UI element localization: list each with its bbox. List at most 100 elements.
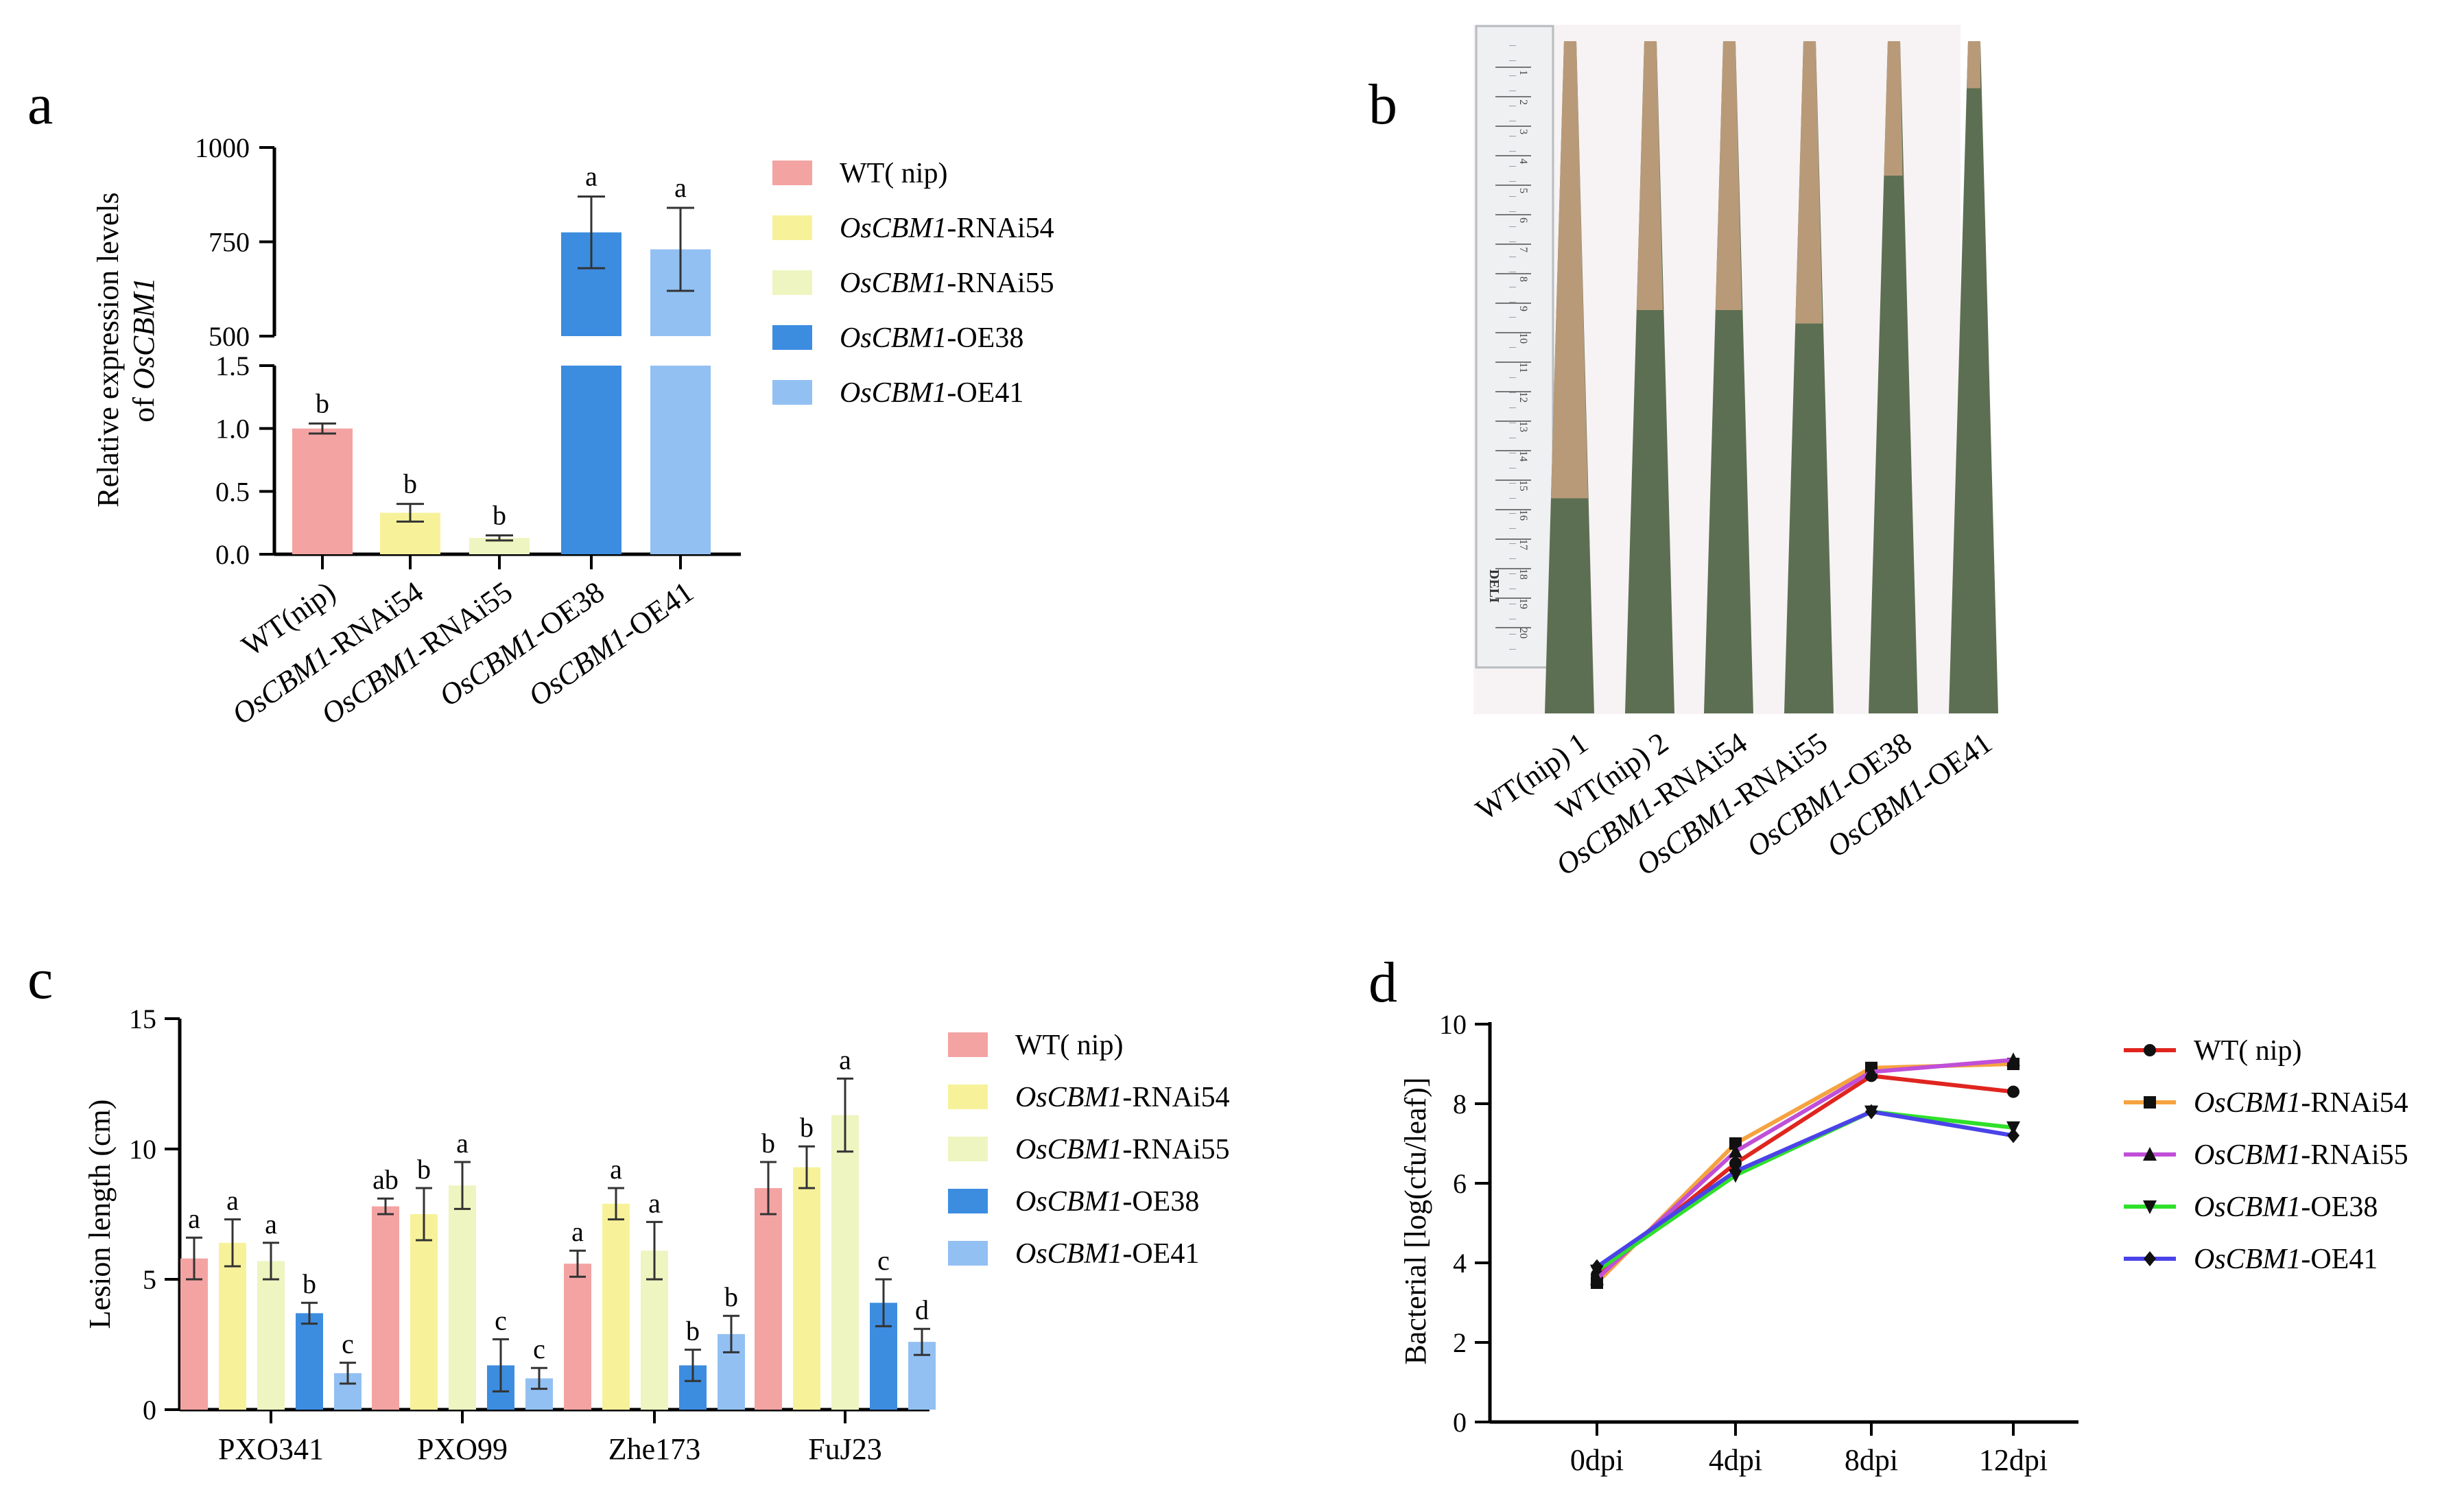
chart-c-ylabel: Lesion length (cm): [83, 1100, 117, 1329]
c-legend-label-2-plain: -RNAi55: [1122, 1134, 1229, 1165]
d-point-2-2: [1864, 1064, 1878, 1078]
d-legend-marker-0: [2144, 1044, 2156, 1056]
c-group-label-0: PXO341: [218, 1432, 324, 1466]
ruler-number-17: 18: [1517, 569, 1529, 580]
ruler-number-2: 3: [1517, 129, 1529, 134]
ruler-number-6: 7: [1517, 247, 1529, 252]
c-sig-letter-1-3: c: [495, 1305, 507, 1336]
d-xtick-label-2: 8dpi: [1845, 1443, 1898, 1477]
d-xtick-label-0: 0dpi: [1570, 1443, 1624, 1477]
d-legend-marker-3: [2143, 1200, 2157, 1214]
a-legend-swatch-3: [772, 325, 812, 350]
a-legend-label-2-plain: -RNAi55: [947, 268, 1054, 299]
a-legend-label-2-italic: OsCBM1: [840, 268, 947, 299]
leaf-4: [1869, 41, 1918, 713]
c-sig-letter-2-3: b: [686, 1316, 700, 1347]
a-legend-label-1-plain: -RNAi54: [947, 213, 1054, 244]
ruler-number-15: 16: [1517, 510, 1529, 521]
ruler-number-16: 17: [1517, 539, 1529, 550]
c-legend-swatch-4: [948, 1241, 988, 1266]
chart-c-x-labels: PXO341 PXO99 Zhe173 FuJ23: [218, 1432, 882, 1466]
c-legend-swatch-1: [948, 1085, 988, 1109]
c-legend-swatch-3: [948, 1189, 988, 1213]
chart-d-legend: WT( nip)OsCBM1-RNAi54OsCBM1-RNAi55OsCBM1…: [2124, 1035, 2408, 1275]
d-ytick-label-3: 6: [1453, 1168, 1467, 1199]
leaf-lesion-5: [1967, 41, 1980, 88]
c-ytick-label-3: 15: [129, 1004, 156, 1034]
c-ytick-label-1: 5: [143, 1264, 156, 1295]
c-sig-letter-1-2: a: [456, 1128, 469, 1159]
c-legend-label-4-plain: -OE41: [1122, 1238, 1199, 1270]
panel-label-c: c: [27, 947, 53, 1011]
a-legend-label-4-italic: OsCBM1: [840, 377, 947, 409]
d-point-2-1: [1729, 1143, 1742, 1158]
c-bar-2-1: [602, 1203, 630, 1410]
d-point-0-1: [1729, 1157, 1742, 1170]
a-ytick-label-low-2: 1.0: [215, 414, 250, 445]
c-sig-letter-0-4: c: [342, 1329, 354, 1360]
d-legend-marker-2: [2143, 1147, 2157, 1161]
leaf-lesion-0: [1550, 41, 1589, 499]
c-bar-1-1: [410, 1214, 438, 1410]
d-legend-label-0-plain: WT( nip): [2194, 1035, 2301, 1067]
ruler-number-5: 6: [1517, 217, 1529, 223]
c-sig-letter-3-3: c: [877, 1245, 890, 1276]
panel-label-a: a: [27, 73, 53, 137]
leaf-label-5-plain: -OE41: [1913, 726, 1998, 799]
a-bar-0: [292, 428, 353, 554]
d-legend-label-3-italic: OsCBM1: [2194, 1192, 2301, 1223]
a-legend-label-4-plain: -OE41: [947, 377, 1023, 409]
c-legend-label-3-italic: OsCBM1: [1015, 1186, 1122, 1218]
a-legend-swatch-1: [772, 215, 812, 240]
d-legend-label-2-plain: -RNAi55: [2301, 1139, 2408, 1171]
d-legend-label-4-plain: -OE41: [2301, 1244, 2378, 1275]
c-legend-label-4-italic: OsCBM1: [1015, 1238, 1122, 1270]
panel-label-d: d: [1369, 951, 1397, 1015]
a-sig-letter-0: b: [316, 388, 329, 418]
d-series-line-3: [1596, 1109, 2014, 1273]
d-legend-label-3-plain: -OE38: [2301, 1192, 2378, 1223]
c-group-label-1: PXO99: [417, 1432, 508, 1466]
d-point-4-0: [1591, 1259, 1603, 1275]
chart-d-ylabel: Bacterial [log(cfu/leaf)]: [1399, 1078, 1432, 1365]
leaf-1: [1625, 41, 1674, 713]
leaf-labels: WT(nip) 1WT(nip) 2OsCBM1-RNAi54OsCBM1-RN…: [1470, 726, 1998, 882]
a-sig-letter-1: b: [403, 469, 417, 499]
chart-c-y-ticks: 0 5 10 15: [129, 1004, 846, 1425]
c-bar-0-3: [296, 1313, 323, 1410]
a-ytick-label-up-0: 500: [209, 321, 250, 352]
ruler-number-10: 11: [1517, 362, 1529, 372]
chart-d-series: [1590, 1052, 2020, 1289]
a-ytick-label-up-2: 1000: [195, 132, 250, 163]
c-bar-2-0: [564, 1264, 591, 1410]
a-legend-swatch-2: [772, 270, 812, 295]
c-legend-label-0-plain: WT( nip): [1015, 1030, 1123, 1061]
d-legend-label-4-italic: OsCBM1: [2194, 1244, 2301, 1275]
c-bar-3-0: [755, 1188, 782, 1410]
c-legend-label-2-italic: OsCBM1: [1015, 1134, 1122, 1165]
d-point-0-3: [2007, 1085, 2019, 1098]
d-xtick-label-3: 12dpi: [1979, 1443, 2048, 1477]
d-point-4-2: [1865, 1104, 1877, 1119]
d-legend-label-1: OsCBM1-RNAi54: [2194, 1087, 2408, 1119]
c-bar-0-1: [219, 1242, 246, 1410]
c-bar-0-0: [180, 1258, 208, 1410]
d-xtick-label-1: 4dpi: [1709, 1443, 1762, 1477]
d-legend-label-2: OsCBM1-RNAi55: [2194, 1139, 2408, 1171]
c-sig-letter-0-1: a: [226, 1185, 239, 1216]
c-group-label-3: FuJ23: [808, 1432, 882, 1466]
a-sig-letter-4: a: [674, 172, 687, 203]
c-bar-1-2: [449, 1185, 476, 1410]
ruler-number-18: 19: [1517, 598, 1529, 609]
c-legend-swatch-0: [948, 1032, 988, 1057]
d-ytick-label-4: 8: [1453, 1089, 1467, 1119]
c-sig-letter-0-0: a: [188, 1203, 200, 1234]
c-legend-label-1-italic: OsCBM1: [1015, 1082, 1122, 1113]
chart-a-ylabel-line2: of OsCBM1: [127, 277, 161, 422]
chart-d-ticks: 0 2 4 6 8 10 0dpi 4dpi 8dpi 12dpi: [1439, 1009, 2048, 1477]
a-legend-swatch-4: [772, 380, 812, 405]
d-legend-label-2-italic: OsCBM1: [2194, 1139, 2301, 1171]
c-bar-0-2: [257, 1261, 285, 1410]
